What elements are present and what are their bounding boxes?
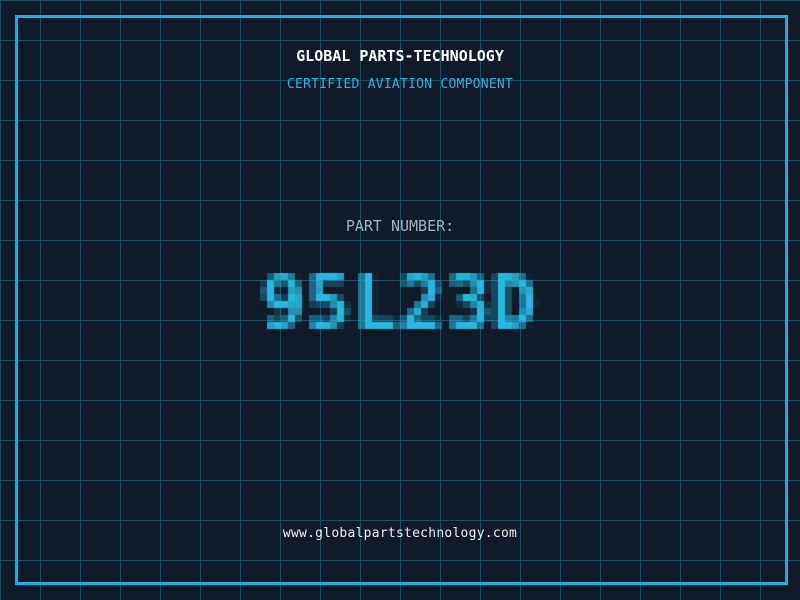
company-title: GLOBAL PARTS-TECHNOLOGY — [296, 47, 504, 65]
part-number-label: PART NUMBER: — [345, 217, 455, 235]
certification-subtitle: CERTIFIED AVIATION COMPONENT — [286, 77, 514, 92]
website-url: www.globalpartstechnology.com — [282, 526, 518, 541]
border-frame — [15, 15, 788, 585]
part-number-display — [253, 259, 547, 350]
